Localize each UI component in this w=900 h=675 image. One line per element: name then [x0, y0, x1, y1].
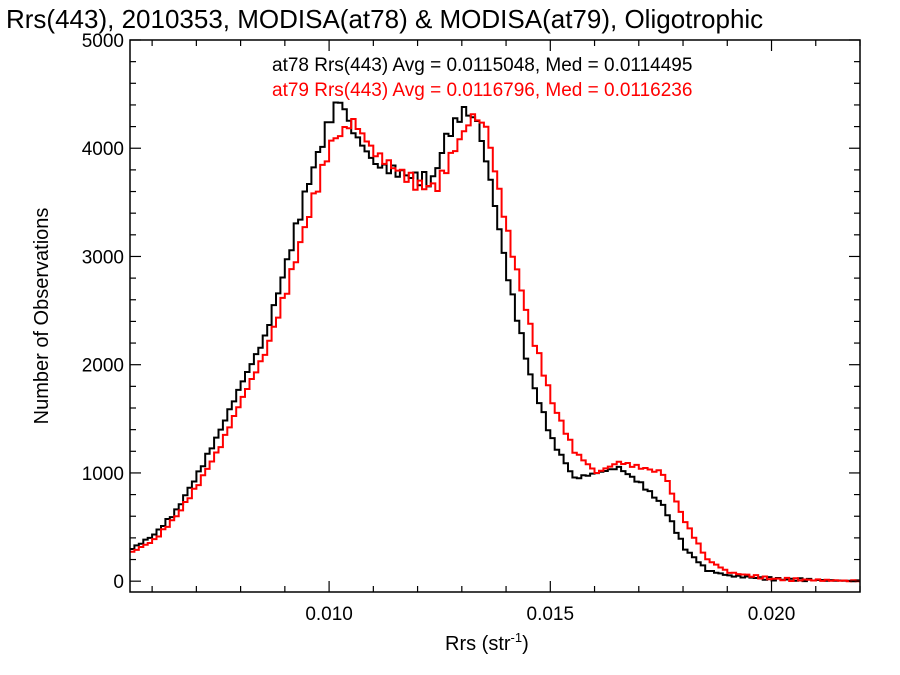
series-at78-line: [130, 101, 860, 583]
x-axis-label-superscript: -1: [511, 630, 523, 645]
x-axis-label: Rrs (str-1): [445, 630, 529, 655]
x-tick-label: 0.010: [305, 604, 353, 625]
legend-entry-at78: at78 Rrs(443) Avg = 0.0115048, Med = 0.0…: [272, 55, 692, 76]
x-axis-label-main: Rrs (str: [445, 633, 511, 655]
y-tick-label: 1000: [82, 464, 124, 485]
x-tick-label: 0.020: [748, 604, 796, 625]
series-layer: [130, 101, 860, 583]
x-axis-label-close: ): [522, 633, 529, 655]
y-tick-label: 5000: [82, 31, 124, 52]
y-axis-label: Number of Observations: [31, 208, 53, 425]
plot-frame: [129, 39, 861, 593]
x-tick-label: 0.015: [527, 604, 575, 625]
y-tick-label: 4000: [82, 139, 124, 160]
series-at79-line: [130, 113, 860, 583]
axis-layer: 0.010 0.015 0.020 0 1000 2000 3000 4000 5000: [82, 31, 861, 625]
y-tick-label: 2000: [82, 356, 124, 377]
chart-title: Rrs(443), 2010353, MODISA(at78) & MODISA…: [6, 4, 763, 34]
legend-entry-at79: at79 Rrs(443) Avg = 0.0116796, Med = 0.0…: [272, 80, 692, 101]
y-tick-label: 0: [113, 572, 124, 593]
y-tick-label: 3000: [82, 247, 124, 268]
